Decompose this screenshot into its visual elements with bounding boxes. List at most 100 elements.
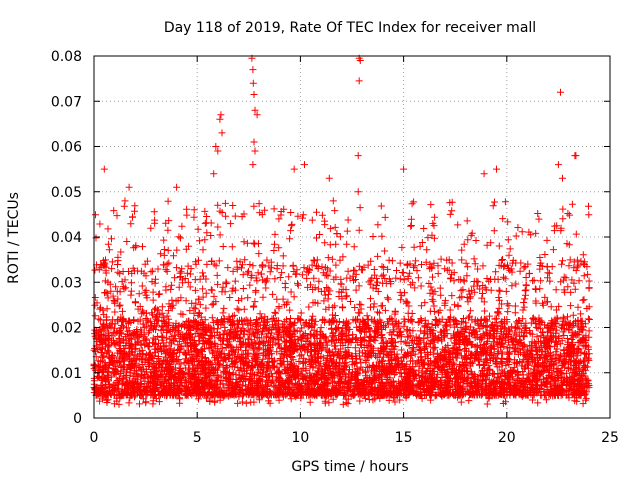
data-point (299, 364, 307, 372)
data-point (125, 399, 133, 407)
data-point (361, 394, 369, 402)
data-point (380, 263, 388, 271)
data-point (415, 334, 423, 342)
data-point (187, 374, 195, 382)
data-point (283, 316, 290, 324)
data-point (146, 349, 154, 357)
data-point (388, 336, 396, 344)
data-point (177, 268, 185, 276)
data-point (444, 365, 452, 373)
data-point (564, 283, 572, 291)
data-point (529, 277, 537, 285)
data-point (479, 262, 487, 270)
data-point (460, 240, 468, 248)
data-point (478, 294, 486, 302)
data-point (436, 284, 444, 292)
data-point (543, 263, 551, 271)
data-point (329, 197, 337, 205)
data-point (234, 364, 242, 372)
data-point (389, 321, 397, 329)
data-point (245, 342, 253, 350)
data-point (135, 290, 143, 298)
data-point (182, 245, 190, 253)
data-point (352, 286, 360, 294)
data-point (199, 330, 207, 338)
data-point (316, 231, 324, 238)
data-point (495, 296, 503, 304)
data-point (305, 303, 313, 311)
data-point (326, 267, 334, 275)
data-point (552, 333, 560, 341)
data-point (409, 376, 417, 384)
data-point (100, 311, 108, 319)
data-point (384, 265, 392, 273)
data-point (410, 263, 417, 271)
data-point (144, 387, 152, 395)
data-point (506, 245, 514, 253)
data-point (202, 374, 210, 382)
data-point (262, 284, 270, 292)
data-point (229, 369, 237, 377)
data-point (250, 330, 257, 338)
data-point (191, 276, 199, 284)
data-point (148, 278, 156, 286)
data-point (341, 379, 349, 387)
data-point (441, 321, 449, 329)
data-point (120, 285, 128, 293)
data-point (177, 360, 185, 368)
data-point (384, 295, 392, 303)
data-point (116, 338, 124, 346)
data-point (366, 347, 374, 355)
data-point (117, 313, 125, 321)
data-point (443, 326, 451, 334)
data-point (470, 255, 478, 263)
data-point (409, 345, 417, 353)
data-point (270, 356, 278, 364)
data-point (446, 306, 454, 314)
data-point (156, 391, 164, 399)
data-point (466, 307, 474, 315)
data-point (217, 350, 225, 358)
data-point (446, 199, 454, 207)
data-point (547, 303, 555, 311)
data-point (584, 315, 592, 323)
data-point (343, 227, 351, 235)
data-point (290, 268, 298, 275)
data-point (530, 276, 538, 284)
data-point (535, 215, 543, 223)
data-point (112, 370, 120, 378)
data-point (344, 351, 352, 359)
data-point (227, 342, 235, 350)
data-point (201, 219, 209, 227)
data-point (336, 233, 344, 241)
data-point (257, 270, 265, 278)
data-point (512, 331, 520, 339)
data-point (378, 232, 386, 240)
data-point (252, 288, 260, 296)
data-point (244, 294, 252, 302)
data-point (186, 283, 194, 291)
data-point (192, 299, 200, 307)
data-point (422, 367, 430, 375)
data-point (468, 371, 476, 379)
data-point (298, 271, 306, 279)
data-point (219, 363, 227, 371)
data-point (143, 257, 151, 265)
data-point (344, 387, 351, 394)
data-point (163, 312, 171, 320)
data-point (207, 359, 215, 367)
data-point (238, 264, 245, 272)
data-point (321, 291, 329, 299)
data-point (396, 259, 404, 267)
data-point (532, 348, 540, 356)
data-point (214, 317, 221, 325)
data-point (410, 344, 417, 351)
data-point (165, 259, 173, 267)
data-point (560, 332, 568, 339)
data-point (118, 278, 126, 286)
data-point (331, 223, 339, 231)
data-point (374, 252, 382, 260)
data-point (176, 269, 184, 277)
data-point (572, 230, 580, 238)
data-point (179, 335, 187, 343)
